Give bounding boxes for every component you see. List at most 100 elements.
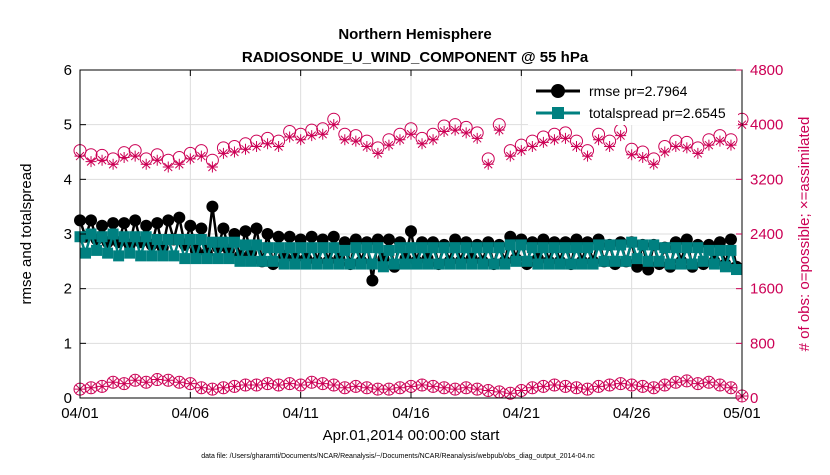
obs-assimilated-marker [129,374,141,386]
obs-assimilated-marker [725,382,737,394]
obs-possible-marker [106,375,120,389]
obs-assimilated-marker [394,382,406,394]
rmse-point [724,233,737,246]
obs-assimilated-marker [306,130,318,142]
obs-possible-marker [547,378,561,392]
rmse-point [239,225,252,238]
rmse-point [173,211,186,224]
rmse-point [261,228,274,240]
obs-assimilated-marker [537,380,549,392]
obs-assimilated-marker [714,379,726,391]
obs-assimilated-marker [449,124,461,136]
totalspread-point [433,258,445,270]
y-right-tick-label: 4800 [750,62,783,79]
rmse-point [405,225,417,238]
data-file-footnote: data file: /Users/gharamti/Documents/NCA… [201,453,595,460]
y-tick-label: 3 [64,226,72,243]
totalspread-point [411,258,423,270]
obs-assimilated-marker [681,142,693,154]
obs-possible-marker [316,377,330,391]
rmse-point [272,230,285,243]
obs-assimilated-marker [571,141,582,153]
obs-assimilated-marker [471,132,483,144]
obs-possible-marker [415,378,429,392]
y-tick-label: 1 [64,335,72,352]
obs-assimilated-marker [306,376,318,388]
totalspread-point [471,242,483,254]
obs-assimilated-marker [438,382,450,394]
obs-assimilated-marker [648,158,660,170]
rmse-point [195,222,208,235]
obs-assimilated-marker [251,141,263,153]
obs-assimilated-marker [559,380,571,392]
obs-possible-marker [161,373,175,387]
totalspread-point [659,242,671,254]
obs-assimilated-marker [151,154,163,166]
obs-assimilated-marker [217,147,229,159]
totalspread-point [184,233,196,245]
obs-possible-marker [227,379,241,393]
totalspread-point [251,239,263,251]
totalspread-point [278,258,290,270]
totalspread-point [377,261,389,273]
x-tick-label: 04/21 [503,405,541,422]
obs-assimilated-marker [195,382,207,394]
totalspread-point [637,239,649,251]
rmse-point [206,200,219,213]
totalspread-point [195,233,207,245]
obs-possible-marker [525,381,539,395]
obs-assimilated-marker [206,161,218,173]
totalspread-point [217,236,229,248]
obs-assimilated-marker [692,378,704,390]
totalspread-point [173,233,185,245]
totalspread-point [212,253,224,265]
totalspread-point [571,242,582,254]
y-right-tick-label: 800 [750,335,775,352]
obs-assimilated-marker [526,382,538,394]
obs-assimilated-marker [339,382,351,394]
obs-assimilated-marker [670,141,682,153]
obs-possible-marker [614,377,628,391]
obs-assimilated-marker [471,383,483,395]
obs-possible-marker [481,383,495,397]
totalspread-point [714,244,726,256]
totalspread-point [576,258,588,270]
totalspread-point [256,255,268,267]
totalspread-point [113,250,125,262]
totalspread-point [499,258,511,270]
totalspread-point [648,239,660,251]
obs-assimilated-marker [361,382,373,394]
totalspread-point [107,228,119,240]
totalspread-point [289,258,301,270]
totalspread-point [559,242,571,254]
y-tick-label: 5 [64,117,72,134]
totalspread-point [642,255,654,267]
rmse-point [283,230,296,243]
obs-assimilated-marker [692,147,704,159]
totalspread-point [554,258,566,270]
totalspread-point [388,258,400,270]
totalspread-point [135,250,147,262]
obs-assimilated-marker [405,128,417,140]
obs-assimilated-marker [206,383,218,395]
totalspread-point [631,253,643,265]
obs-possible-marker [194,381,208,395]
obs-possible-marker [669,375,683,389]
obs-assimilated-marker [427,134,439,146]
obs-assimilated-marker [482,384,494,396]
obs-assimilated-marker [615,130,627,142]
axis-ticks: 04/01 04/06 04/11 04/16 04/21 04/26 05/0101234… [61,62,783,422]
obs-possible-marker [724,381,738,395]
totalspread-point [355,258,367,270]
obs-assimilated-marker [703,376,715,388]
rmse-point [184,219,197,232]
legend: rmse pr=2.7964 totalspread pr=2.6545 [528,77,738,125]
totalspread-point [455,258,467,270]
totalspread-point [427,242,439,254]
x-tick-label: 04/01 [61,405,99,422]
obs-assimilated-marker [96,380,108,392]
rmse-point [96,219,109,232]
y-right-tick-label: 0 [750,390,758,407]
